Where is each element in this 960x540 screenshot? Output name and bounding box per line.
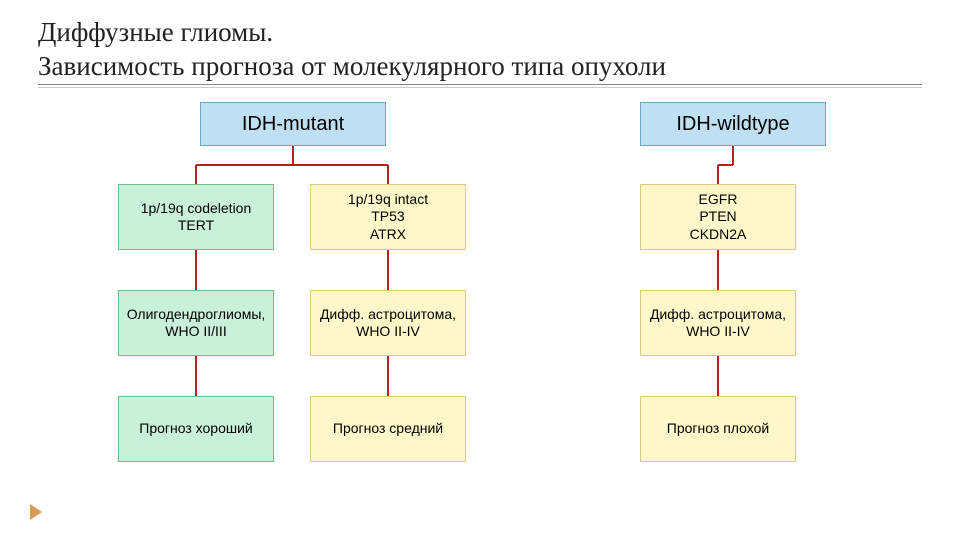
slide-arrow-icon — [30, 504, 42, 520]
cell-0-0: 1p/19q codeletion TERT — [118, 184, 274, 250]
cell-1-1: Дифф. астроцитома, WHO II-IV — [310, 290, 466, 356]
root-node-0: IDH-mutant — [200, 102, 386, 146]
root-node-1: IDH-wildtype — [640, 102, 826, 146]
cell-1-2: Прогноз средний — [310, 396, 466, 462]
cell-2-2: Прогноз плохой — [640, 396, 796, 462]
cell-0-1: Олигодендроглиомы, WHO II/III — [118, 290, 274, 356]
cell-0-2: Прогноз хороший — [118, 396, 274, 462]
cell-2-0: EGFRPTENCKDN2A — [640, 184, 796, 250]
cell-1-0: 1p/19q intactTP53ATRX — [310, 184, 466, 250]
cell-2-1: Дифф. астроцитома, WHO II-IV — [640, 290, 796, 356]
